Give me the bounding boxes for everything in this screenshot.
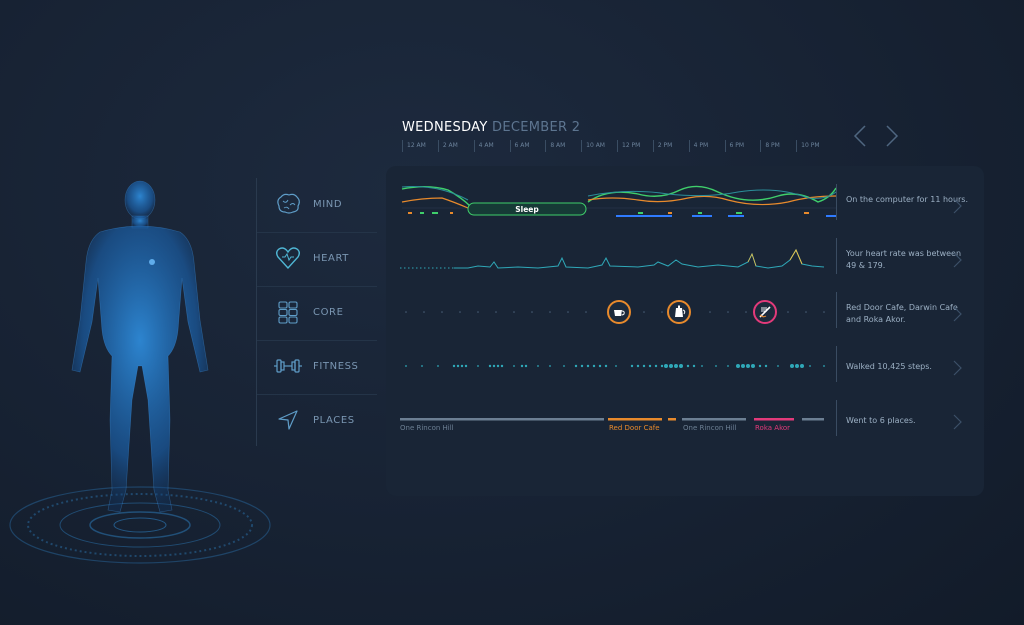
summary-divider [836, 238, 837, 274]
heart-graph [400, 248, 825, 269]
category-label-mind: MIND [313, 198, 343, 210]
time-axis-tick: 12 AM [402, 140, 426, 152]
sleep-label: Sleep [515, 205, 539, 214]
time-axis-tick: 6 AM [509, 140, 530, 152]
date-label: DECEMBER 2 [492, 120, 581, 135]
heart-glow [149, 259, 155, 265]
timeline-panel [386, 166, 984, 496]
dumbbell-icon [273, 351, 303, 381]
location-arrow-icon [273, 405, 303, 435]
brain-icon [273, 189, 303, 219]
core-summary: Red Door Cafe, Darwin Cafe and Roka Akor… [846, 303, 958, 324]
mind-graph: Sleep [401, 185, 836, 217]
place-label: One Rincon Hill [400, 424, 454, 432]
restaurant-icon[interactable] [753, 300, 777, 324]
category-divider [257, 394, 377, 395]
places-chevron-right-icon[interactable] [950, 413, 964, 431]
category-divider [257, 340, 377, 341]
time-axis-tick: 2 AM [437, 140, 458, 152]
grid-icon [273, 297, 303, 327]
core-dots [405, 311, 825, 313]
time-axis-tick: 4 AM [473, 140, 494, 152]
heart-icon [273, 243, 303, 273]
body-figure [9, 180, 271, 564]
summary-divider [836, 184, 837, 220]
time-axis-tick: 10 AM [581, 140, 605, 152]
heart-summary: Your heart rate was between 49 & 179. [846, 249, 962, 270]
category-divider [257, 286, 377, 287]
category-label-heart: HEART [313, 252, 350, 264]
fitness-steps [405, 364, 825, 368]
category-mind[interactable]: MIND [257, 178, 377, 230]
body-silhouette [71, 180, 209, 513]
coffee-pot-icon[interactable] [667, 300, 691, 324]
category-label-fitness: FITNESS [313, 360, 359, 372]
summary-divider [836, 346, 837, 382]
place-label: One Rincon Hill [683, 424, 737, 432]
time-axis-tick: 2 PM [652, 140, 672, 152]
category-label-places: PLACES [313, 414, 355, 426]
places-summary: Went to 6 places. [846, 416, 916, 425]
place-label: Red Door Cafe [609, 424, 660, 432]
day-label: WEDNESDAY [402, 120, 488, 135]
category-heart[interactable]: HEART [257, 232, 377, 284]
summary-divider [836, 292, 837, 328]
category-core[interactable]: CORE [257, 286, 377, 338]
places-bars [400, 418, 824, 421]
base-rings [9, 486, 271, 564]
category-places[interactable]: PLACES [257, 394, 377, 446]
time-axis-tick: 6 PM [724, 140, 744, 152]
timeline-graphs: Sleep [400, 185, 836, 421]
mind-summary: On the computer for 11 hours. [846, 195, 969, 204]
coffee-cup-icon[interactable] [607, 300, 631, 324]
place-label: Roka Akor [755, 424, 791, 432]
date-header: WEDNESDAY DECEMBER 2 [402, 120, 580, 135]
time-axis: 12 AM 2 AM 4 AM 6 AM 8 AM 10 AM 12 PM 2 PM 4 PM 6… [402, 140, 832, 154]
fitness-summary: Walked 10,425 steps. [846, 362, 932, 371]
previous-day-chevron-left-icon[interactable] [850, 123, 872, 149]
next-day-chevron-right-icon[interactable] [880, 123, 902, 149]
time-axis-tick: 8 PM [760, 140, 780, 152]
category-fitness[interactable]: FITNESS [257, 340, 377, 392]
time-axis-tick: 8 AM [545, 140, 565, 152]
category-divider [257, 232, 377, 233]
category-label-core: CORE [313, 306, 344, 318]
heart-chevron-right-icon[interactable] [950, 251, 964, 269]
mind-chevron-right-icon[interactable] [950, 197, 964, 215]
fitness-chevron-right-icon[interactable] [950, 359, 964, 377]
summary-divider [836, 400, 837, 436]
core-chevron-right-icon[interactable] [950, 305, 964, 323]
time-axis-tick: 12 PM [617, 140, 640, 152]
time-axis-tick: 10 PM [796, 140, 820, 152]
category-sidebar: MIND HEART CORE FITNESS PLACES [256, 178, 377, 446]
time-axis-tick: 4 PM [688, 140, 708, 152]
